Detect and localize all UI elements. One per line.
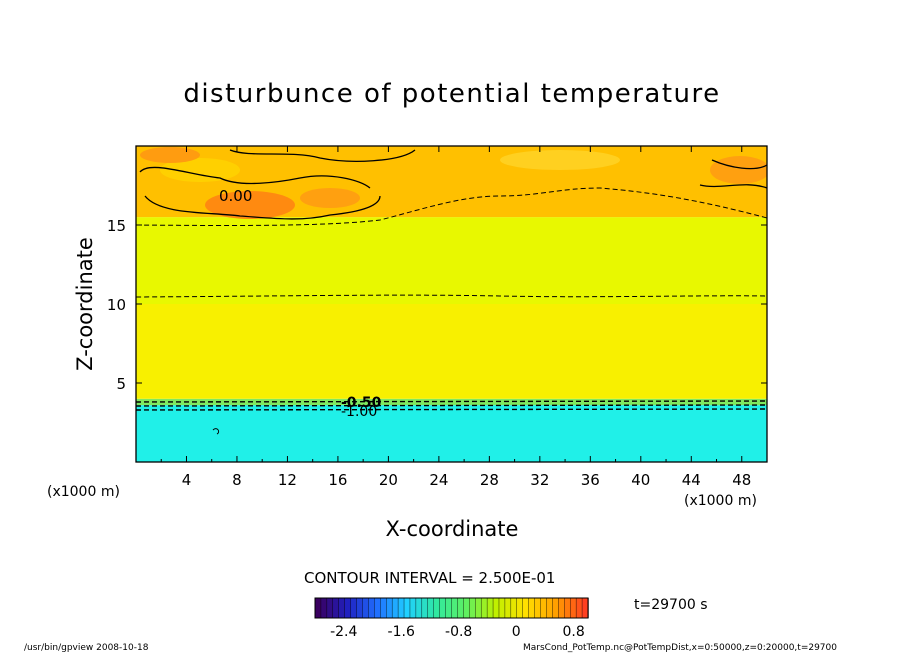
footer-right: MarsCond_PotTemp.nc@PotTempDist,x=0:5000… [523,643,837,653]
colorbar-cell [314,597,322,619]
contour-label-neg-half: -0.50 [341,395,382,411]
x-unit-right: (x1000 m) [684,493,757,509]
colorbar-cell [362,597,370,619]
colorbar-cell [558,597,565,619]
x-tick-label: 40 [631,471,650,489]
footer-left: /usr/bin/gpview 2008-10-18 [24,643,149,653]
contour-label-neg-one: -1.00 [341,404,377,420]
x-tick-label: 48 [732,471,751,489]
layer-band-2 [136,304,767,399]
y-tick-label: 10 [107,296,126,314]
colorbar-cell [427,597,435,619]
colorbar-cell [445,597,453,619]
y-tick-label: 5 [116,375,126,393]
colorbar-cell [475,597,482,619]
time-label: t=29700 s [634,597,708,613]
colorbar-tick-label: -2.4 [330,624,357,640]
colorbar-cell [326,597,334,619]
x-tick-label: 32 [530,471,549,489]
colorbar-cell [386,597,393,619]
colorbar-cell [374,597,381,619]
colorbar-cell [350,597,358,619]
colorbar-cell [421,597,429,619]
colorbar-cell [528,597,536,619]
colorbar-cell [480,597,488,619]
x-tick-label: 8 [232,471,242,489]
colorbar-cell [439,597,447,619]
colorbar-cell [332,597,340,619]
colorbar-cell [469,597,476,619]
x-tick-label: 44 [682,471,701,489]
contour-label-zero: 0.00 [219,187,252,205]
colorbar-cell [510,597,518,619]
colorbar-cell [569,597,577,619]
upper-anomaly-patches [140,147,767,219]
colorbar-cell [397,597,405,619]
x-tick-label: 16 [328,471,347,489]
colorbar-cell [356,597,364,619]
layer-band-0 [136,405,767,462]
contour-interval: CONTOUR INTERVAL = 2.500E-01 [304,569,555,587]
colorbar-cell [380,597,387,619]
colorbar-cell [575,597,583,619]
x-unit-left: (x1000 m) [47,484,120,500]
colorbar-cell [492,597,500,619]
colorbar-cell [415,597,423,619]
colorbar-tick-label: -1.6 [388,624,415,640]
colorbar-cell [552,597,560,619]
colorbar-cell [409,597,417,619]
colorbar [314,597,589,619]
colorbar-cell [504,597,512,619]
colorbar-cell [368,597,376,619]
x-tick-label: 12 [278,471,297,489]
colorbar-tick-label: -0.8 [445,624,472,640]
x-tick-label: 24 [429,471,448,489]
colorbar-cell [546,597,554,619]
colorbar-cell [564,597,571,619]
colorbar-cell [540,597,548,619]
colorbar-cell [433,597,441,619]
y-tick-label: 15 [107,217,126,235]
y-axis-label: Z-coordinate [73,237,97,371]
colorbar-tick-label: 0.8 [562,624,584,640]
x-tick-label: 28 [480,471,499,489]
colorbar-cell [522,597,530,619]
colorbar-cell [320,597,328,619]
colorbar-cell [486,597,494,619]
colorbar-cell [338,597,346,619]
colorbar-cell [534,597,542,619]
contour-lines [136,149,767,435]
colorbar-cell [344,597,352,619]
layer-band-3 [136,217,767,304]
x-tick-label: 20 [379,471,398,489]
x-tick-label: 36 [581,471,600,489]
x-tick-label: 4 [182,471,192,489]
colorbar-tick-label: 0 [512,624,521,640]
colorbar-cell [516,597,524,619]
colorbar-cell [403,597,411,619]
colorbar-cell [451,597,459,619]
colorbar-cell [391,597,399,619]
colorbar-cell [457,597,465,619]
x-axis-label: X-coordinate [386,517,519,541]
colorbar-cell [498,597,506,619]
colorbar-cell [463,597,471,619]
chart-title: disturbunce of potential temperature [183,79,720,109]
